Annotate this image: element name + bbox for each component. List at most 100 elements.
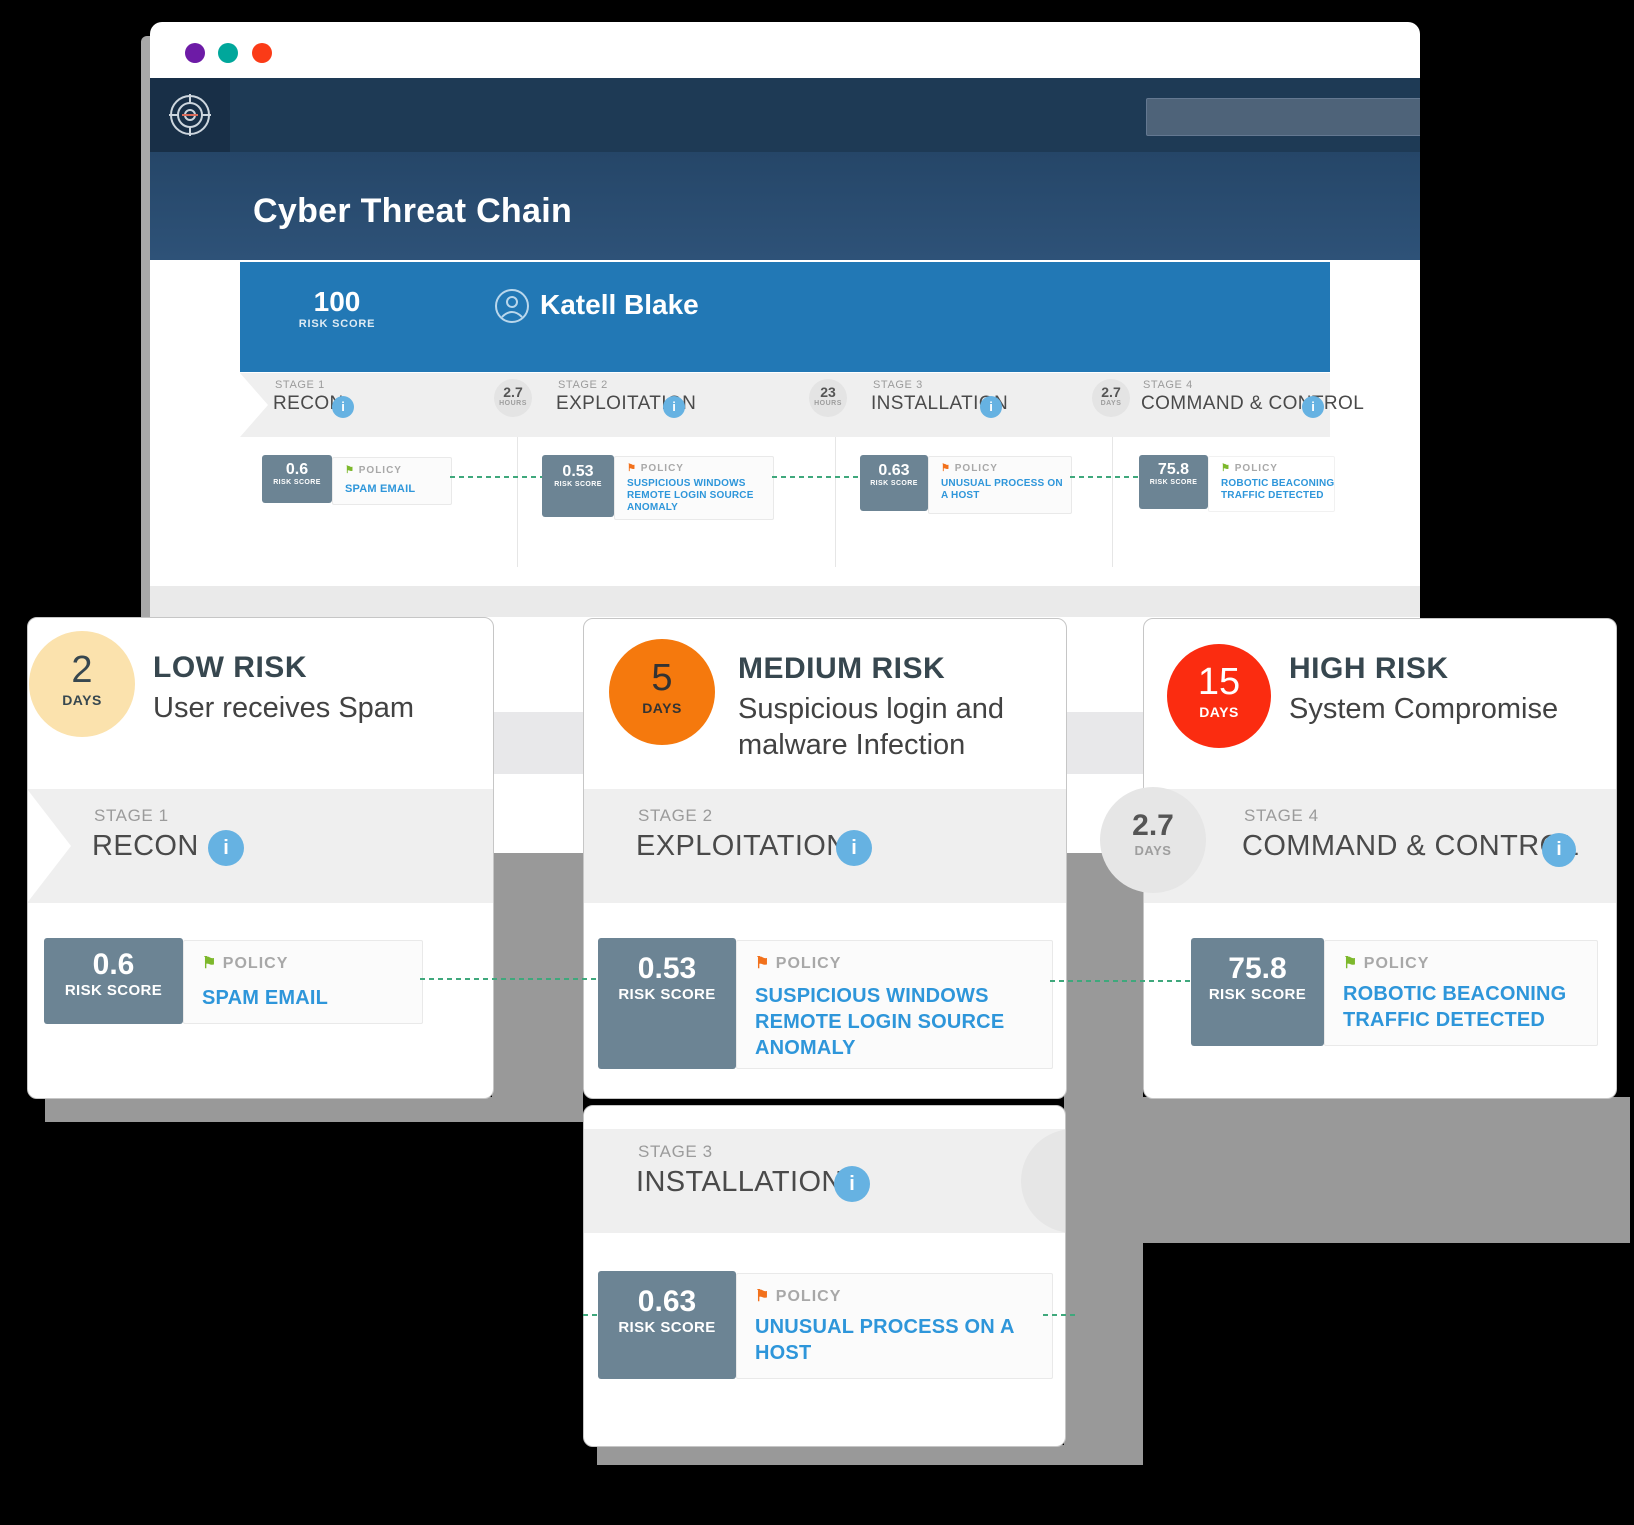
days-value: 5 [651,657,673,699]
window-edge [141,36,151,853]
policy-link[interactable]: UNUSUAL PROCESS ON A HOST [755,1316,1014,1364]
card-shadow-fringe-top [150,586,1420,617]
policy-link[interactable]: SPAM EMAIL [345,483,416,495]
risk-level: LOW RISK [153,651,307,684]
duration1-value: 2.7 [503,384,523,400]
stage3-name: INSTALLATION [871,393,1009,414]
stage-name: EXPLOITATION [636,830,848,862]
days-value: 15 [1197,661,1241,703]
policy-box: ⚑ POLICY SPAM EMAIL [332,457,452,505]
risk-score-label: RISK SCORE [618,986,716,1003]
stage-label: STAGE 1 [94,806,169,825]
policy-box: ⚑ POLICY SUSPICIOUS WINDOWS REMOTE LOGIN… [614,456,774,520]
policy-link[interactable]: SUSPICIOUS WINDOWS REMOTE LOGIN SOURCE A… [627,478,754,513]
policy-label: POLICY [358,465,402,476]
days-badge-low: 2 DAYS [29,631,135,737]
policy-box: ⚑ POLICY SUSPICIOUS WINDOWS REMOTE LOGIN… [736,940,1053,1069]
stage-band [584,1129,1065,1233]
user-risk-score: 100 [313,286,361,317]
risk-score-value: 0.63 [637,1285,697,1318]
app-logo-icon[interactable] [150,78,230,152]
policy-box: ⚑ POLICY ROBOTIC BEACONING TRAFFIC DETEC… [1324,940,1598,1046]
days-label: DAYS [642,700,682,716]
window-control-maximize[interactable] [252,43,272,63]
risk-level: MEDIUM RISK [738,652,946,685]
policy-label: POLICY [640,463,684,474]
callout-card-installation: STAGE 3 INSTALLATION i 0.63 RISK SCORE ⚑… [583,1105,1066,1447]
risk-score-value: 0.53 [637,952,697,985]
stage-name: INSTALLATION [636,1166,843,1198]
stage-label: STAGE 3 [638,1142,713,1161]
policy-link[interactable]: UNUSUAL PROCESS ON A HOST [941,478,1063,501]
stage-chevron-icon [28,789,71,903]
stage-info-icon[interactable]: i [836,830,872,866]
risk-score-block: 75.8 RISK SCORE [1139,455,1208,509]
stage2-label: STAGE 2 [558,379,608,391]
policy-link[interactable]: SPAM EMAIL [202,987,329,1009]
connector-dash [450,476,542,478]
stage1-info-icon[interactable]: i [332,396,354,418]
risk-score-value: 0.63 [878,462,910,479]
stage4-label: STAGE 4 [1143,379,1193,391]
policy-link[interactable]: SUSPICIOUS WINDOWS REMOTE LOGIN SOURCE A… [755,985,1005,1059]
policy-label: POLICY [1234,463,1278,474]
risk-score-label: RISK SCORE [273,479,321,486]
policy-link[interactable]: ROBOTIC BEACONING TRAFFIC DETECTED [1221,478,1335,501]
policy-flag-icon: ⚑ [1343,955,1359,972]
stage-label: STAGE 4 [1244,806,1319,825]
risk-score-block: 0.63 RISK SCORE [860,455,928,511]
risk-score-label: RISK SCORE [1149,479,1198,486]
risk-score-label: RISK SCORE [618,1319,716,1336]
stage1-name: RECON [273,393,344,414]
window-control-close[interactable] [185,43,205,63]
days-badge-medium: 5 DAYS [609,639,715,745]
connector-dash [420,978,597,980]
policy-flag-icon: ⚑ [202,955,218,972]
policy-link[interactable]: ROBOTIC BEACONING TRAFFIC DETECTED [1343,983,1567,1031]
stage-label: STAGE 2 [638,806,713,825]
policy-label: POLICY [1363,955,1430,972]
stage-info-icon[interactable]: i [208,830,244,866]
duration1-circle: 2.7 HOURS [494,379,532,417]
card-shadow [1064,853,1143,1465]
risk-summary: User receives Spam [153,692,415,724]
stage2-info-icon[interactable]: i [663,396,685,418]
policy-box: ⚑ POLICY UNUSUAL PROCESS ON A HOST [928,456,1072,514]
risk-score-block: 75.8 RISK SCORE [1191,938,1324,1046]
user-risk-score-label: RISK SCORE [298,318,376,330]
user-name[interactable]: Katell Blake [540,289,699,320]
risk-level: HIGH RISK [1289,652,1449,685]
risk-score-value: 75.8 [1228,952,1287,985]
stage2-name: EXPLOITATION [556,393,697,414]
policy-flag-icon: ⚑ [941,463,951,474]
window-control-minimize[interactable] [218,43,238,63]
risk-score-block: 0.6 RISK SCORE [44,938,183,1024]
stage-info-icon[interactable]: i [834,1166,870,1202]
risk-score-value: 0.53 [562,463,594,480]
card-shadow [492,853,583,1122]
card-shadow [1143,1097,1630,1243]
stage-band [28,789,493,903]
stage3-info-icon[interactable]: i [980,396,1002,418]
policy-flag-icon: ⚑ [1221,463,1231,474]
search-input[interactable] [1146,98,1420,136]
stage-band [584,789,1066,903]
duration2-circle: 23 HOURS [809,379,847,417]
risk-score-label: RISK SCORE [64,982,163,999]
connector-dash [1050,980,1190,982]
policy-flag-icon: ⚑ [627,463,637,474]
risk-score-block: 0.53 RISK SCORE [598,938,736,1069]
risk-score-label: RISK SCORE [870,480,918,487]
days-value: 2 [71,649,93,691]
user-risk-bar: 100 RISK SCORE Katell Blake [240,262,1330,372]
days-label: DAYS [62,692,102,708]
timeline-chevron-icon [240,373,268,437]
stage4-info-icon[interactable]: i [1302,396,1324,418]
stage-info-icon[interactable]: i [1542,833,1576,867]
user-avatar-icon [494,288,530,329]
stage-name: RECON [92,830,199,862]
app-navbar [150,78,1420,152]
duration-value: 2.7 [1132,809,1174,842]
page-title: Cyber Threat Chain [253,192,573,230]
